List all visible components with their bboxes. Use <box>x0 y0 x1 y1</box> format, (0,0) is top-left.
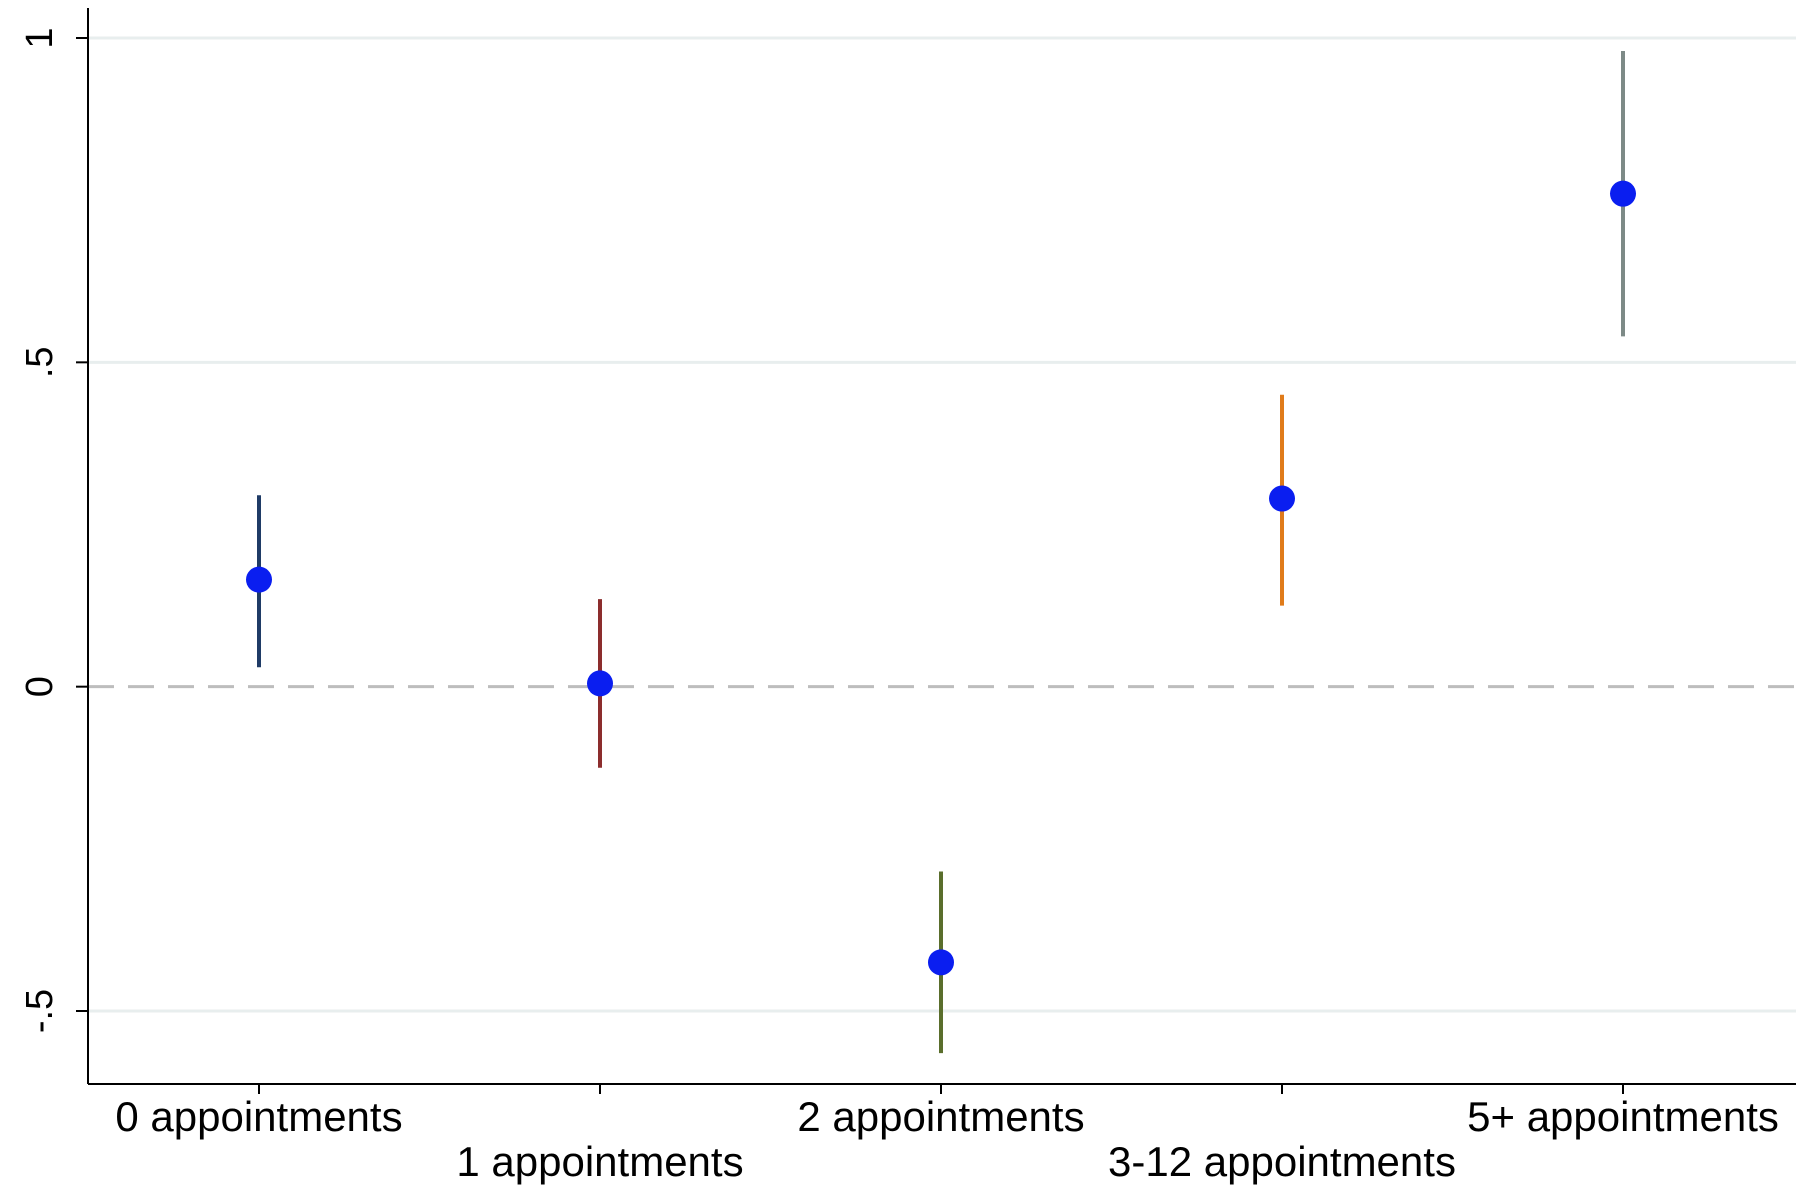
y-tick-label: 1 <box>19 27 61 48</box>
gridlines <box>88 36 1796 1013</box>
category-label: 1 appointments <box>456 1138 743 1185</box>
confidence-intervals <box>257 50 1625 1054</box>
y-tick-label: 0 <box>19 676 61 697</box>
point-estimate <box>1610 180 1636 207</box>
point-estimate <box>246 566 272 593</box>
point-estimate <box>587 670 613 697</box>
category-label: 0 appointments <box>115 1093 402 1140</box>
y-tick-label: .5 <box>19 346 61 378</box>
y-ticks: -.5 0 .5 1 <box>19 27 88 1033</box>
point-estimate <box>928 949 954 976</box>
category-label: 5+ appointments <box>1467 1093 1779 1140</box>
category-labels: 0 appointments 1 appointments 2 appointmen… <box>115 1084 1779 1185</box>
point-estimate <box>1269 485 1295 512</box>
category-label: 2 appointments <box>797 1093 1084 1140</box>
point-estimates <box>246 180 1636 976</box>
category-label: 3-12 appointments <box>1108 1138 1456 1185</box>
y-tick-label: -.5 <box>19 989 61 1033</box>
